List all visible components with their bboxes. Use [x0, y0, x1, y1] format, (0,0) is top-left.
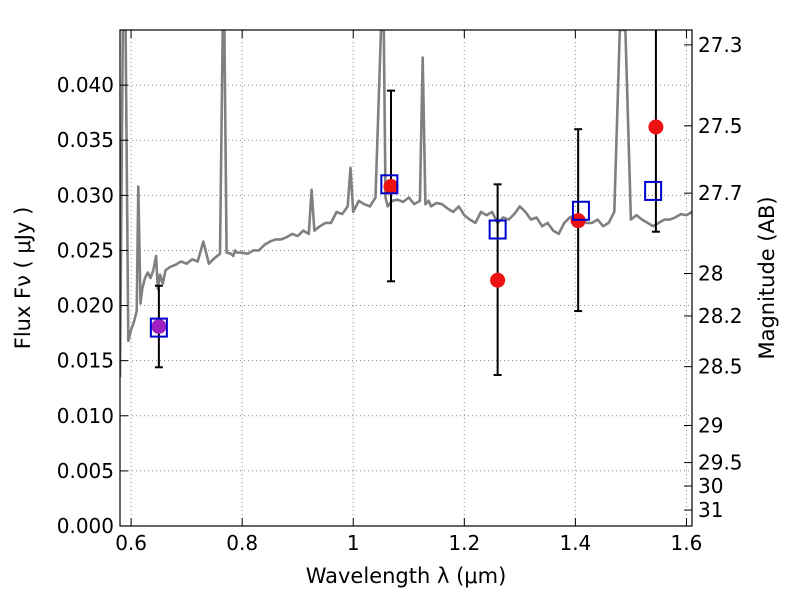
data-point [151, 318, 167, 334]
model-point [488, 219, 507, 240]
model-points [149, 174, 663, 338]
mag-tick-label: 29.5 [698, 451, 743, 475]
plot-area [120, 30, 692, 378]
grid [120, 30, 692, 526]
model-point [149, 317, 168, 338]
model-point [644, 180, 663, 201]
y-tick-label: 0.010 [57, 404, 114, 428]
y-axis-label: Flux Fν ( μJy ) [11, 207, 35, 350]
plot-background [120, 30, 692, 526]
data-point [648, 119, 664, 135]
data-point [490, 272, 506, 288]
mag-tick-label: 29 [698, 413, 723, 437]
data-point [383, 179, 399, 195]
x-axis-label: Wavelength λ (μm) [306, 564, 507, 588]
mag-tick-label: 28 [698, 261, 723, 285]
y-tick-label: 0.005 [57, 459, 114, 483]
mag-tick-label: 30 [698, 474, 723, 498]
y-axis-left: 0.000 0.005 0.010 0.015 0.020 0.025 0.030 0.035… [57, 73, 128, 538]
x-axis: 0.6 0.8 1 1.2 1.4 1.6 [115, 30, 702, 555]
mag-tick-label: 31 [698, 498, 723, 522]
y-tick-label: 0.030 [57, 183, 114, 207]
y-tick-label: 0.000 [57, 514, 114, 538]
mag-tick-label: 27.5 [698, 114, 743, 138]
y-tick-label: 0.020 [57, 294, 114, 318]
plot-frame [119, 29, 693, 527]
mag-tick-label: 28.5 [698, 355, 743, 379]
y-tick-label: 0.015 [57, 349, 114, 373]
mag-tick-label: 27.3 [698, 33, 743, 57]
x-tick-label: 1.2 [448, 531, 480, 555]
y-tick-label: 0.035 [57, 128, 114, 152]
y-axis-label-right: Magnitude (AB) [755, 196, 779, 359]
x-tick-label: 0.8 [226, 531, 258, 555]
mag-tick-label: 27.7 [698, 181, 743, 205]
mag-tick-label: 28.2 [698, 304, 743, 328]
model-point [380, 174, 399, 195]
x-tick-label: 1 [347, 531, 360, 555]
x-tick-label: 1.6 [671, 531, 703, 555]
y-tick-label: 0.040 [57, 73, 114, 97]
model-point [571, 200, 590, 221]
y-tick-label: 0.025 [57, 238, 114, 262]
x-tick-label: 1.4 [559, 531, 591, 555]
x-tick-label: 0.6 [115, 531, 147, 555]
